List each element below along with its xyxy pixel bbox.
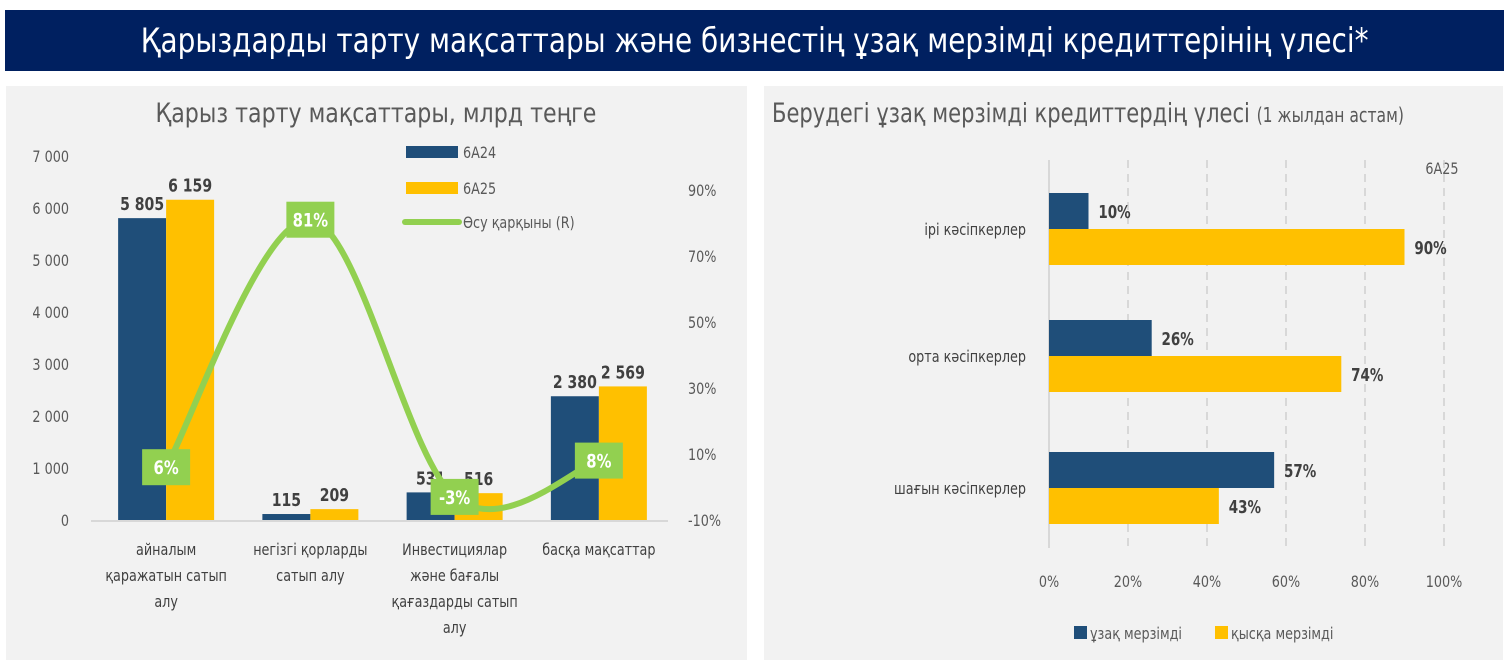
page-title-banner: Қарыздарды тарту мақсаттары және бизнест… [5, 10, 1504, 71]
legend-swatch-short-term [1215, 626, 1228, 639]
y2-axis-tick-label: 90% [688, 183, 716, 201]
bar-data-label: 57% [1284, 460, 1316, 481]
x-axis-tick-label: 20% [1114, 574, 1142, 592]
category-label: және бағалы [410, 568, 499, 586]
bar-data-label: 2 569 [601, 362, 645, 383]
y2-axis-tick-label: 10% [688, 447, 716, 465]
chart-title-main: Берудегі ұзақ мерзімді кредиттердің үлес… [772, 97, 1257, 128]
bar-long-term [1049, 320, 1152, 356]
legend-swatch-long-term [1074, 626, 1087, 639]
bar-data-label: 6 159 [168, 175, 212, 196]
purposes-chart: Қарыз тарту мақсаттары, млрд теңге 0 1 000… [32, 97, 721, 638]
bar-long-term [1049, 193, 1089, 229]
purposes-chart-panel: Қарыз тарту мақсаттары, млрд теңге 0 1 000… [6, 86, 747, 660]
page-title: Қарыздарды тарту мақсаттары және бизнест… [140, 20, 1369, 61]
long-term-share-chart-panel: Берудегі ұзақ мерзімді кредиттердің үлес… [764, 86, 1503, 660]
bar-6a24 [262, 514, 311, 520]
growth-label-box [142, 449, 191, 486]
x-axis-tick-label: 60% [1272, 574, 1300, 592]
bar-short-term [1049, 229, 1405, 265]
category-label: Инвестициялар [402, 542, 507, 560]
bar-data-label: 5 805 [120, 193, 164, 214]
y2-axis-tick-label: 50% [688, 315, 716, 333]
bar-data-label: 43% [1229, 496, 1261, 517]
category-label: ірі кәсіпкерлер [924, 222, 1026, 240]
period-label: 6А25 [1425, 161, 1458, 179]
y2-axis-tick-label: -10% [688, 513, 721, 531]
y2-axis-tick-label: 30% [688, 381, 716, 399]
bar-data-label: 2 380 [553, 372, 597, 393]
bar-data-label: 209 [320, 484, 349, 505]
bar-short-term [1049, 356, 1342, 392]
bar-data-label: 74% [1351, 364, 1383, 385]
chart-subtitle: (1 жылдан астам) [1257, 104, 1404, 127]
y-axis-tick-label: 1 000 [32, 461, 69, 479]
bar-data-label: 10% [1098, 201, 1130, 222]
legend-label-6a24: 6А24 [463, 145, 496, 163]
bar-long-term [1049, 452, 1275, 488]
legend-swatch-6a24 [406, 146, 458, 158]
category-label: қаражатын сатып [105, 568, 227, 586]
growth-data-label: 6% [154, 457, 179, 479]
category-label: орта кәсіпкерлер [908, 349, 1026, 367]
legend-label-long-term: ұзақ мерзімді [1090, 626, 1182, 644]
y-axis-tick-label: 4 000 [32, 305, 69, 323]
legend-swatch-6a25 [406, 182, 458, 194]
bar-data-label: 90% [1414, 237, 1446, 258]
long-term-share-chart: Берудегі ұзақ мерзімді кредиттердің үлес… [772, 97, 1463, 644]
bar-6a25 [310, 509, 359, 520]
category-label: негізгі қорларды [253, 542, 367, 560]
bar-data-label: 115 [272, 489, 301, 510]
category-label: шағын кәсіпкерлер [894, 481, 1026, 499]
category-label: айналым [136, 542, 196, 560]
legend-label-growth: Өсу қарқыны (R) [463, 215, 575, 233]
x-axis-tick-label: 40% [1193, 574, 1221, 592]
y-axis-tick-label: 0 [61, 513, 69, 531]
bar-short-term [1049, 488, 1219, 524]
growth-label-box [574, 442, 623, 479]
y-axis-tick-label: 5 000 [32, 253, 69, 271]
x-axis-tick-label: 100% [1426, 574, 1463, 592]
y-axis-tick-label: 7 000 [32, 149, 69, 167]
x-axis-tick-label: 80% [1351, 574, 1379, 592]
y-axis-tick-label: 6 000 [32, 201, 69, 219]
legend-label-short-term: қысқа мерзімді [1231, 626, 1333, 644]
growth-data-label: -3% [439, 487, 470, 509]
category-label: басқа мақсаттар [542, 542, 655, 560]
y-axis-tick-label: 3 000 [32, 357, 69, 375]
growth-label-box [430, 478, 479, 515]
chart-title: Қарыз тарту мақсаттары, млрд теңге [156, 97, 597, 129]
x-axis-tick-label: 0% [1039, 574, 1059, 592]
y-axis-tick-label: 2 000 [32, 409, 69, 427]
bar-data-label: 26% [1162, 328, 1194, 349]
growth-data-label: 8% [586, 451, 611, 473]
growth-data-label: 81% [293, 210, 328, 232]
growth-rate-line [163, 216, 602, 513]
category-label: қағаздарды сатып [391, 594, 517, 612]
category-label: алу [154, 594, 178, 612]
category-label: алу [443, 620, 467, 638]
chart-title: Берудегі ұзақ мерзімді кредиттердің үлес… [772, 97, 1404, 128]
growth-label-box [286, 201, 335, 238]
category-label: сатып алу [276, 568, 345, 586]
legend-label-6a25: 6А25 [463, 181, 496, 199]
y2-axis-tick-label: 70% [688, 249, 716, 267]
